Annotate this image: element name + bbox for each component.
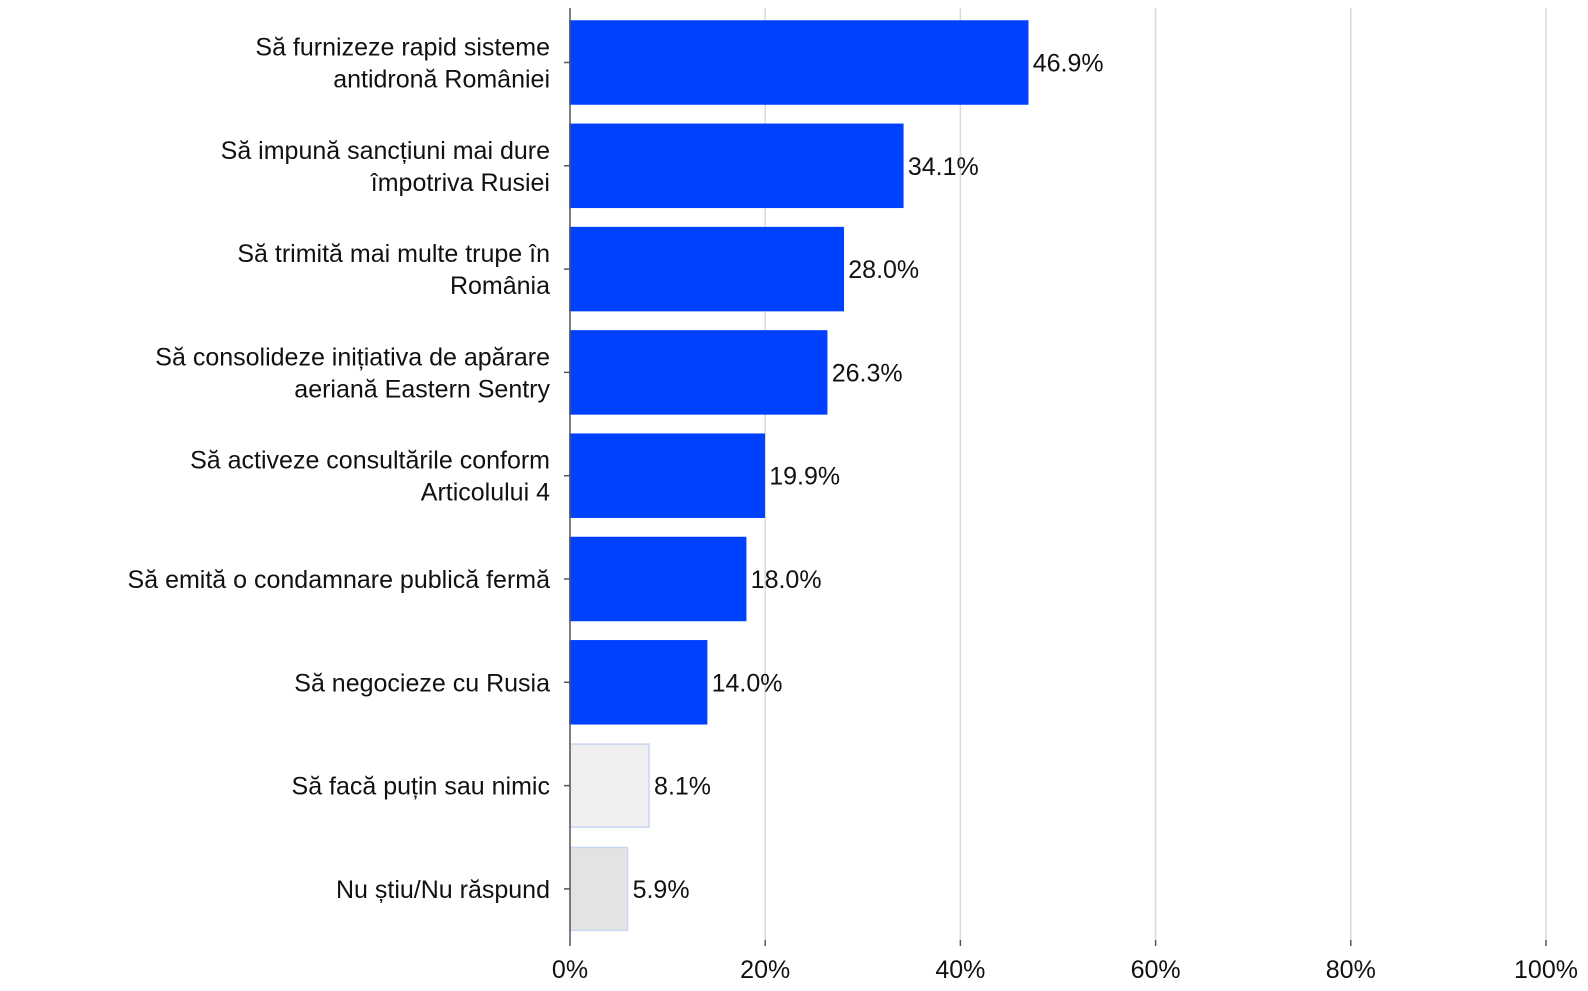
category-label-line: aeriană Eastern Sentry	[294, 375, 550, 403]
bar	[569, 226, 845, 312]
x-tick-label: 80%	[1326, 956, 1376, 984]
bar	[569, 433, 765, 518]
gridlines	[764, 8, 1547, 940]
category-label: Să consolideze inițiativa de apărare aeri…	[155, 343, 550, 403]
bar	[569, 640, 708, 725]
value-label: 28.0%	[848, 256, 919, 284]
x-tick-label: 20%	[740, 956, 790, 984]
value-label: 46.9%	[1033, 50, 1104, 78]
category-label-line: împotriva Rusiei	[370, 169, 550, 197]
bar	[569, 20, 1029, 105]
bars	[569, 20, 1029, 932]
bar	[569, 846, 629, 932]
category-label: Să negocieze cu Rusia	[294, 669, 550, 697]
x-tick-label: 40%	[935, 956, 985, 984]
bar	[569, 123, 904, 209]
bar	[569, 743, 650, 828]
value-label: 5.9%	[633, 876, 690, 904]
x-tick-label: 0%	[552, 956, 588, 984]
category-label: Să impună sancțiuni mai dure împotriva Ru…	[221, 137, 550, 197]
labels: 0% 20% 40% 60% 80% 100% 46.9% Să furnizeze rapi…	[128, 34, 1578, 985]
category-label: Să activeze consultările conform Articolu…	[190, 447, 550, 507]
x-tick-label: 60%	[1131, 956, 1181, 984]
bar	[569, 330, 828, 415]
category-label-line: Să furnizeze rapid sisteme	[255, 34, 550, 62]
category-label: Să furnizeze rapid sisteme antidronă Româ…	[255, 34, 550, 94]
category-label: Să emită o condamnare publică fermă	[128, 566, 551, 594]
axes	[564, 8, 1547, 946]
value-label: 19.9%	[769, 463, 840, 491]
category-label-line: Articolului 4	[421, 479, 550, 507]
category-label-line: Să trimită mai multe trupe în	[237, 240, 550, 268]
category-label-line: Să consolideze inițiativa de apărare	[155, 343, 550, 371]
category-label: Să trimită mai multe trupe în România	[237, 240, 550, 300]
category-label-line: Să activeze consultările conform	[190, 447, 550, 475]
category-label-line: Să facă puțin sau nimic	[292, 773, 550, 801]
category-label-line: Să negocieze cu Rusia	[294, 669, 550, 697]
value-label: 14.0%	[712, 669, 783, 697]
value-label: 26.3%	[832, 359, 903, 387]
category-label: Să facă puțin sau nimic	[292, 773, 550, 801]
value-label: 34.1%	[908, 153, 979, 181]
category-label-line: Să emită o condamnare publică fermă	[128, 566, 551, 594]
category-label-line: România	[450, 272, 550, 300]
value-label: 18.0%	[751, 566, 822, 594]
category-label: Nu știu/Nu răspund	[336, 876, 550, 904]
category-label-line: Să impună sancțiuni mai dure	[221, 137, 550, 165]
x-tick-label: 100%	[1514, 956, 1578, 984]
bar	[569, 536, 747, 622]
value-label: 8.1%	[654, 773, 711, 801]
category-label-line: antidronă României	[333, 66, 550, 94]
category-label-line: Nu știu/Nu răspund	[336, 876, 550, 904]
